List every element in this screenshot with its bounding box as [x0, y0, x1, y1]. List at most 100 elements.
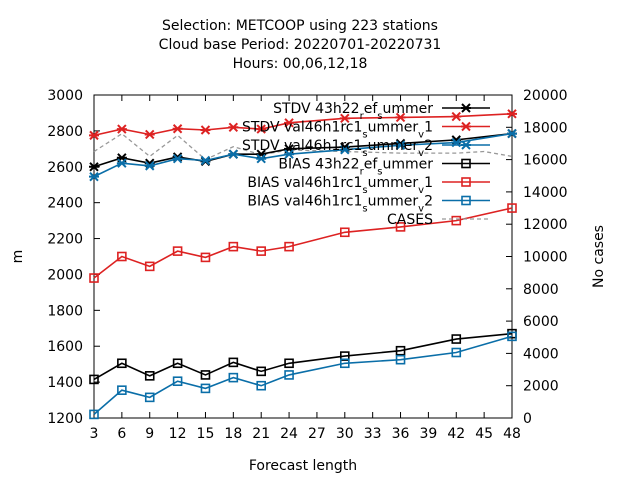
x-tick-label: 27	[308, 426, 326, 442]
legend-label-part: r	[360, 111, 365, 122]
data-point	[256, 124, 267, 134]
series-line	[93, 335, 513, 416]
legend-label-part: r	[360, 166, 365, 177]
y2-tick-label: 16000	[523, 153, 568, 169]
legend-label-part: s	[377, 111, 382, 122]
data-point	[144, 392, 155, 403]
data-point	[89, 162, 99, 172]
x-tick-label: 12	[169, 426, 187, 442]
legend-label-part: 2	[424, 138, 433, 154]
y2-tick-label: 0	[523, 411, 532, 427]
y2-axis-label: No cases	[591, 225, 607, 288]
data-point	[256, 153, 267, 164]
legend-label: BIAS val46h1rc1summerv2	[247, 194, 433, 215]
legend-label-part: v	[418, 129, 424, 140]
data-point	[117, 385, 127, 395]
series-5-group	[89, 331, 517, 420]
x-tick-label: 9	[145, 426, 154, 442]
x-tick-label: 42	[447, 426, 465, 442]
legend-label-part: STDV 43h22	[273, 101, 360, 117]
legend-entry: BIAS val46h1rc1summerv1	[247, 175, 490, 196]
legend-entry: BIAS val46h1rc1summerv2	[247, 194, 490, 215]
legend-label-part: BIAS val46h1rc1	[247, 175, 362, 191]
x-tick-label: 15	[197, 426, 215, 442]
legend-label: STDV val46h1rc1summerv1	[242, 120, 433, 141]
data-point	[228, 372, 239, 383]
data-point	[228, 149, 239, 159]
y2-tick-label: 14000	[523, 185, 568, 201]
data-point	[144, 261, 155, 272]
y-tick-label: 2600	[47, 160, 83, 176]
data-point	[256, 366, 267, 377]
data-point	[451, 347, 462, 358]
legend-label-part: 1	[424, 175, 433, 191]
legend-label-part: ef	[364, 157, 379, 173]
data-point	[89, 171, 99, 182]
data-point	[395, 354, 406, 365]
data-point	[507, 109, 517, 119]
legend-label-part: ummer	[368, 120, 419, 136]
data-point	[172, 153, 183, 164]
y-tick-label: 1800	[47, 303, 83, 319]
legend-label-part: CASES	[387, 212, 433, 228]
data-point	[228, 241, 239, 252]
x-tick-label: 45	[475, 426, 493, 442]
data-point	[507, 331, 517, 342]
data-point	[395, 222, 406, 232]
legend-label-part: 1	[424, 120, 433, 136]
x-tick-label: 24	[280, 426, 298, 442]
x-tick-label: 36	[392, 426, 410, 442]
legend-label-part: s	[362, 129, 367, 140]
y2-tick-label: 2000	[523, 379, 559, 395]
data-point	[284, 118, 295, 128]
data-point	[144, 161, 155, 171]
legend-label-part: s	[362, 148, 367, 159]
data-point	[200, 125, 211, 135]
data-point	[200, 252, 211, 263]
legend-label-part: ummer	[382, 101, 433, 117]
legend-label-part: ef	[364, 101, 379, 117]
data-point	[339, 351, 350, 361]
y2-tick-label: 12000	[523, 217, 568, 233]
legend-label-part: v	[418, 148, 424, 159]
x-tick-label: 39	[419, 426, 437, 442]
series-4-group	[89, 203, 517, 283]
legend-entry: BIAS 43h22refsummer	[278, 157, 490, 177]
legend-label-part: STDV val46h1rc1	[242, 120, 362, 136]
legend-sample-marker	[461, 103, 471, 113]
data-point	[144, 129, 155, 140]
y2-tick-label: 20000	[523, 88, 568, 104]
data-point	[172, 246, 183, 256]
data-point	[395, 345, 406, 356]
legend-label-part: ummer	[368, 138, 419, 154]
y-tick-label: 1400	[47, 375, 83, 391]
chart-title-line-2: Cloud base Period: 20220701-20220731	[158, 37, 442, 53]
data-point	[117, 358, 127, 369]
data-point	[89, 374, 99, 385]
data-point	[116, 124, 127, 134]
data-point	[284, 241, 294, 252]
y-tick-label: 1200	[47, 411, 83, 427]
x-tick-label: 3	[90, 426, 99, 442]
legend-label-part: ummer	[368, 194, 419, 210]
data-point	[451, 215, 462, 226]
x-tick-label: 48	[503, 426, 521, 442]
data-point	[172, 124, 183, 134]
data-point	[89, 409, 99, 420]
y2-tick-label: 8000	[523, 282, 559, 298]
legend-label: STDV 43h22refsummer	[273, 101, 433, 122]
data-point	[451, 334, 462, 344]
data-point	[256, 246, 267, 256]
data-point	[89, 273, 99, 283]
chart-title-line-3: Hours: 00,06,12,18	[232, 56, 368, 72]
legend-label-part: v	[418, 185, 424, 196]
x-tick-label: 6	[117, 426, 126, 442]
chart-title-line-1: Selection: METCOOP using 223 stations	[162, 18, 438, 34]
series-1-group	[89, 109, 517, 141]
data-point	[228, 122, 239, 133]
legend-entry: STDV 43h22refsummer	[273, 101, 490, 122]
y2-tick-label: 6000	[523, 314, 559, 330]
x-tick-label: 30	[336, 426, 354, 442]
